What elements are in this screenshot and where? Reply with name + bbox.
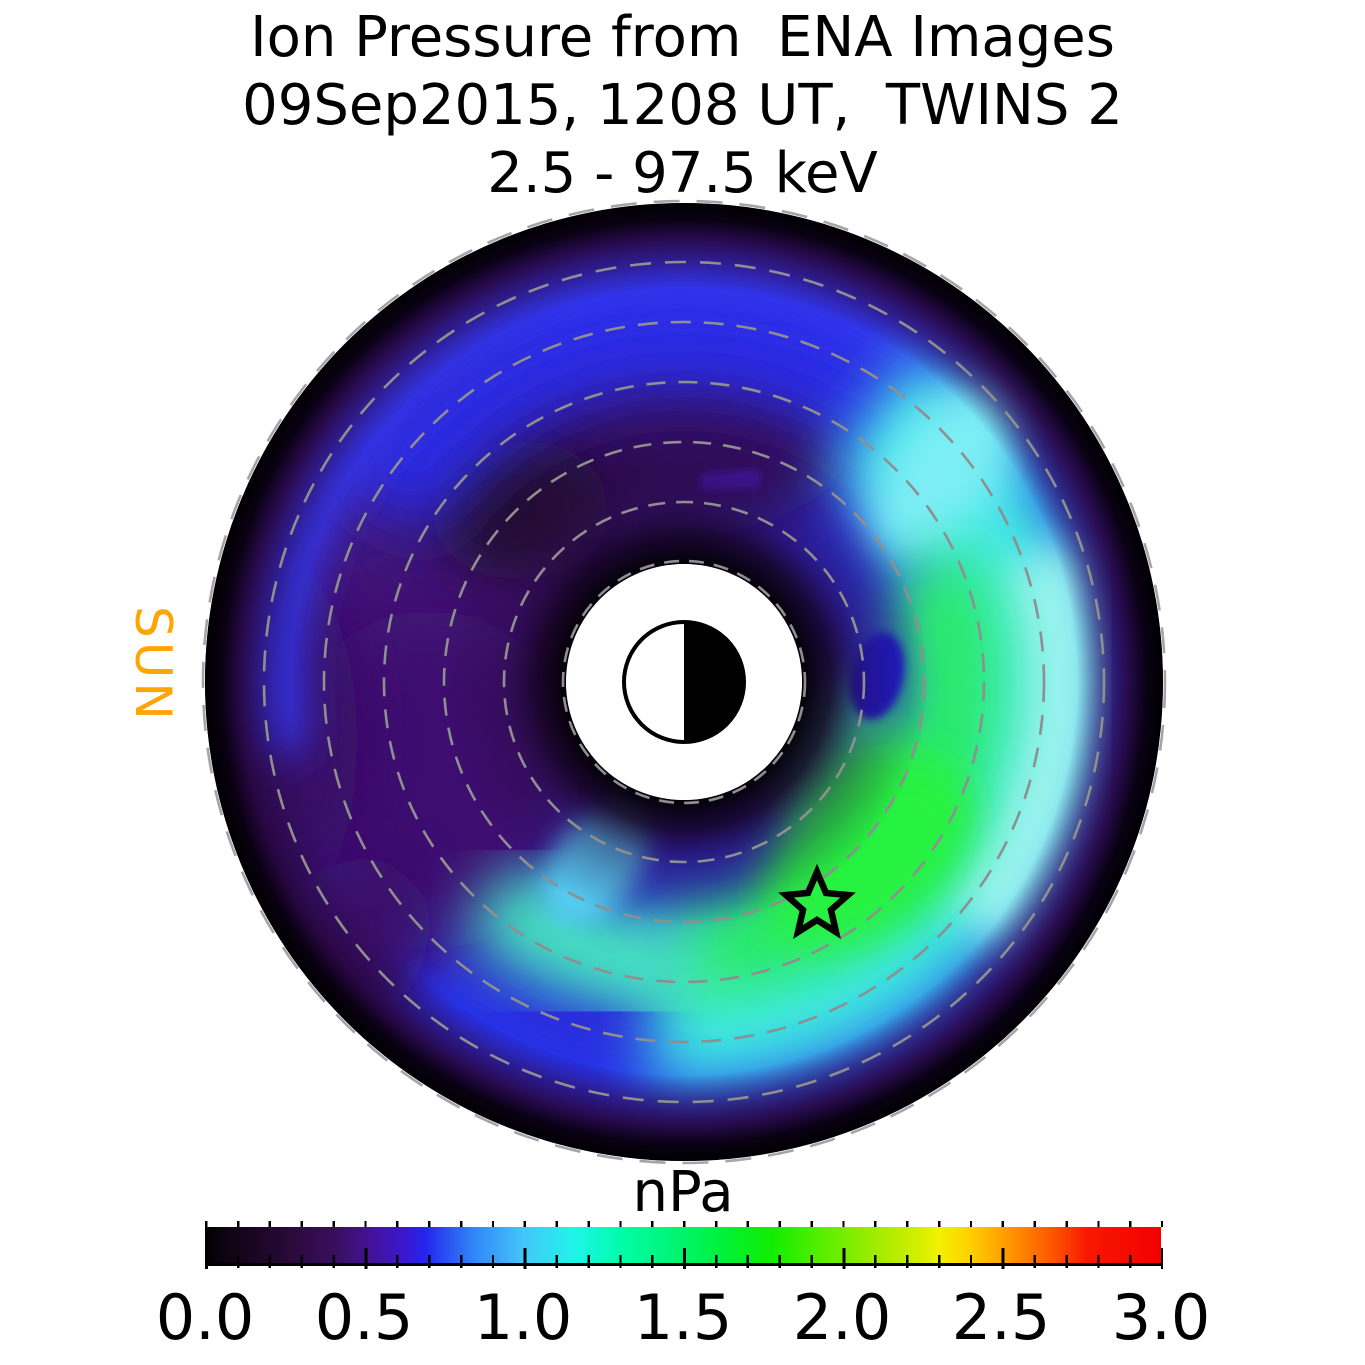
grid-circle-6: [262, 260, 1106, 1104]
grid-circle-1: [561, 559, 807, 805]
radial-grid: [201, 199, 1167, 1165]
star-marker: [778, 863, 856, 939]
sun-direction-label: SUN: [124, 606, 182, 724]
earth-day-night-symbol: [622, 620, 746, 744]
colorbar-tick-label: 0.5: [314, 1281, 414, 1354]
grid-circle-2: [502, 500, 866, 864]
colorbar-units-label: nPa: [632, 1160, 734, 1225]
earth-night-half: [684, 622, 744, 742]
colorbar-tick-label: 2.0: [792, 1281, 892, 1354]
title-line-1: Ion Pressure from ENA Images: [250, 5, 1115, 70]
grid-circle-3: [442, 440, 926, 924]
colorbar-tick-label: 0.0: [155, 1281, 255, 1354]
colorbar-tick-label: 2.5: [951, 1281, 1051, 1354]
colorbar-tick-label: 1.5: [633, 1281, 733, 1354]
grid-circle-5: [322, 320, 1046, 1044]
grid-circle-4: [382, 380, 986, 984]
colorbar-top-ticks: [205, 1221, 1163, 1227]
pressure-heatmap-ring: [205, 203, 1163, 1161]
colorbar-tick-label: 1.0: [473, 1281, 573, 1354]
grid-circle-outer: [201, 199, 1167, 1165]
title-line-2: 09Sep2015, 1208 UT, TWINS 2: [242, 73, 1123, 138]
colorbar: [205, 1221, 1163, 1269]
colorbar-major-ticks: [205, 1248, 1163, 1269]
colorbar-tick-label: 3.0: [1111, 1281, 1211, 1354]
figure-title: Ion Pressure from ENA Images 09Sep2015, …: [0, 4, 1365, 208]
title-line-3: 2.5 - 97.5 keV: [487, 141, 878, 206]
